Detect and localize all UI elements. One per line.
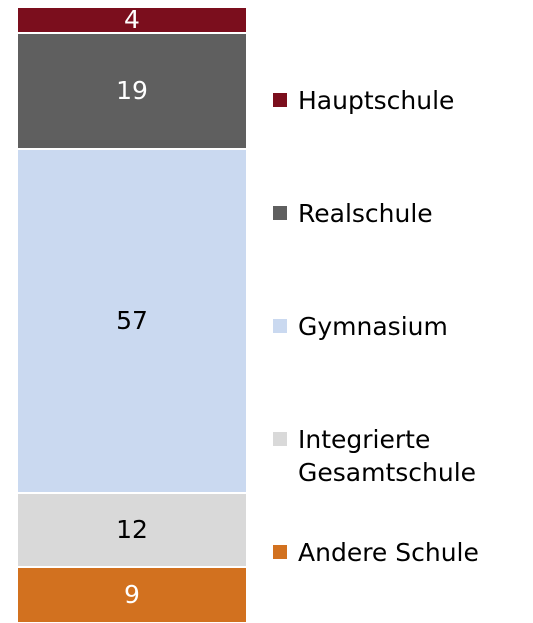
data-label: 19 [116,76,148,105]
data-label: 12 [116,515,148,544]
legend-item: Andere Schule [273,536,531,569]
data-label: 4 [124,5,140,34]
data-label: 9 [124,580,140,609]
legend-swatch [273,432,287,446]
legend-label: Hauptschule [298,86,455,115]
legend-label: Integrierte Gesamtschule [298,425,477,487]
bar-segment [18,8,246,32]
legend-item: Realschule [273,197,531,230]
bar-segment [18,34,246,148]
legend-label: Realschule [298,199,433,228]
bar-segment [18,568,246,622]
legend-label: Andere Schule [298,538,479,567]
legend-swatch [273,319,287,333]
bar-area: 4 19 57 12 9 [18,5,246,622]
bar-segment [18,494,246,566]
legend-swatch [273,545,287,559]
bar-segment [18,150,246,492]
legend-item: Hauptschule [273,84,531,117]
legend-swatch [273,206,287,220]
legend-item: Gymnasium [273,310,531,343]
legend-item: Integrierte Gesamtschule [273,423,531,489]
legend-label: Gymnasium [298,312,448,341]
data-label: 57 [116,306,148,335]
legend-swatch [273,93,287,107]
